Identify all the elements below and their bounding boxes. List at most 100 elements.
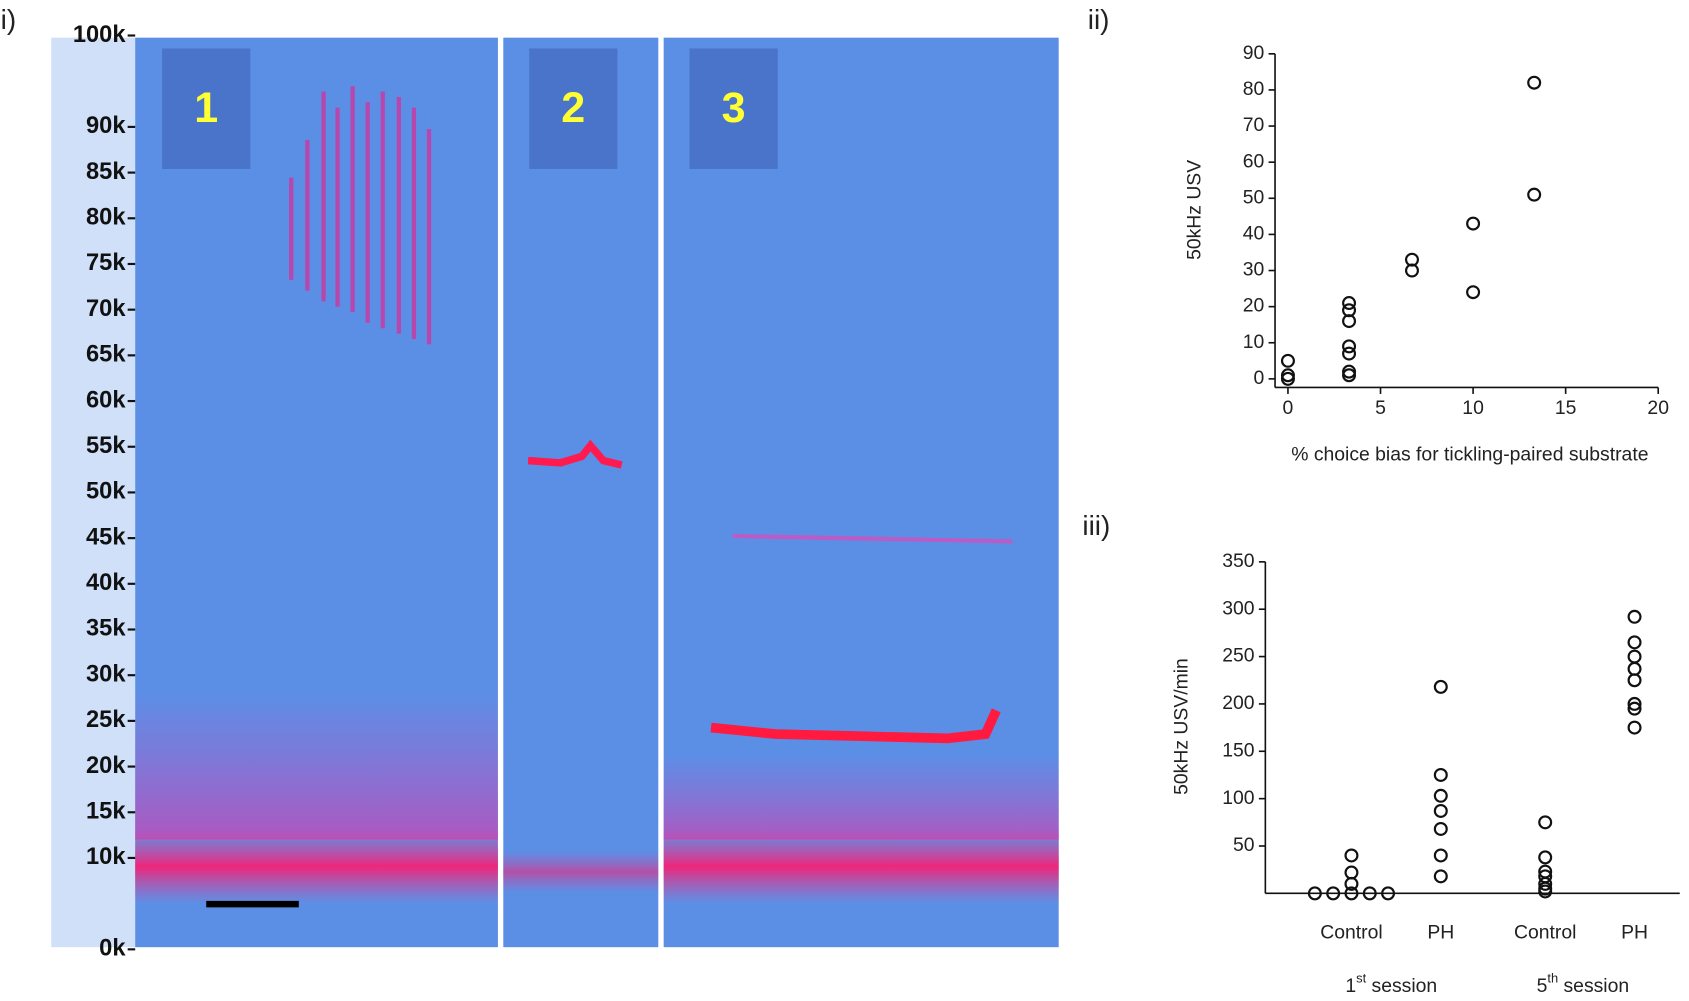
point — [1627, 609, 1642, 624]
y-tick-label: 20k — [86, 753, 126, 779]
y-tick-label: 80k — [86, 205, 126, 231]
y-tick-label: 15k — [86, 799, 126, 825]
panel-number: 1 — [194, 84, 218, 132]
y-tick-label: 45k — [86, 524, 126, 550]
point — [1326, 886, 1341, 901]
point — [1381, 886, 1396, 901]
point — [1280, 371, 1295, 386]
y-tick-label: 0k — [99, 936, 126, 962]
x-tick-label: Control — [1320, 921, 1382, 943]
y-tick-label: 75k — [86, 250, 126, 276]
group-word: session — [1372, 975, 1438, 997]
point — [1342, 296, 1357, 311]
panel-label: i) — [1, 4, 17, 35]
y-tick-label: 60 — [1243, 150, 1265, 172]
y-tick-label: 100k — [73, 22, 126, 48]
point — [1466, 216, 1481, 231]
point — [1362, 886, 1377, 901]
point — [1344, 886, 1359, 901]
x-axis-title: % choice bias for tickling-paired substr… — [1291, 443, 1648, 465]
y-tick-label: 10k — [86, 844, 126, 870]
x-tick-label: PH — [1621, 921, 1648, 943]
group-suffix: th — [1547, 971, 1558, 986]
point — [1538, 884, 1553, 899]
point — [1342, 339, 1357, 354]
point — [1538, 815, 1553, 830]
panel-label: ii) — [1088, 4, 1110, 35]
point — [1433, 848, 1448, 863]
point — [1433, 869, 1448, 884]
y-tick-label: 70 — [1243, 114, 1265, 136]
y-tick-label: 35k — [86, 616, 126, 642]
panel-number: 3 — [722, 84, 746, 132]
point — [1344, 848, 1359, 863]
point — [1627, 673, 1642, 688]
point — [1527, 75, 1542, 90]
point — [1280, 353, 1295, 368]
point — [1307, 886, 1322, 901]
y-tick-label: 20 — [1243, 295, 1265, 317]
point — [1433, 821, 1448, 836]
point — [1627, 696, 1642, 711]
y-tick-label: 150 — [1222, 739, 1255, 761]
point — [1466, 285, 1481, 300]
y-tick-label: 10 — [1243, 331, 1265, 353]
x-tick-label: 5 — [1375, 397, 1386, 419]
group-number: 5 — [1537, 975, 1548, 997]
x-tick-label: 15 — [1555, 397, 1577, 419]
point — [1538, 876, 1553, 891]
y-tick-label: 55k — [86, 433, 126, 459]
x-tick-label: Control — [1514, 921, 1576, 943]
y-tick-label: 90 — [1243, 42, 1265, 64]
group-suffix: st — [1356, 971, 1366, 986]
y-tick-label: 90k — [86, 113, 126, 139]
y-tick-label: 200 — [1222, 692, 1255, 714]
x-tick-label: 0 — [1283, 397, 1294, 419]
y-tick-label: 25k — [86, 707, 126, 733]
y-tick-label: 100 — [1222, 787, 1255, 809]
y-tick-label: 40k — [86, 570, 126, 596]
y-tick-label: 60k — [86, 387, 126, 413]
point — [1342, 314, 1357, 329]
point — [1433, 803, 1448, 818]
y-tick-label: 350 — [1222, 550, 1255, 572]
y-tick-label: 65k — [86, 342, 126, 368]
spectrogram-image — [51, 37, 1059, 948]
y-tick-label: 85k — [86, 159, 126, 185]
group-label: 5th session — [1537, 971, 1630, 997]
group-word: session — [1564, 975, 1630, 997]
y-tick-label: 30k — [86, 661, 126, 687]
y-tick-label: 30 — [1243, 259, 1265, 281]
x-tick-label: 10 — [1462, 397, 1484, 419]
point — [1342, 368, 1357, 383]
point — [1627, 649, 1642, 664]
y-tick-label: 50 — [1233, 834, 1255, 856]
point — [1433, 788, 1448, 803]
point — [1527, 187, 1542, 202]
point — [1342, 346, 1357, 361]
point — [1404, 263, 1419, 278]
y-tick-label: 50 — [1243, 186, 1265, 208]
y-tick-label: 70k — [86, 296, 126, 322]
panel-label: iii) — [1082, 510, 1110, 541]
y-tick-label: 50k — [86, 479, 126, 505]
point — [1627, 635, 1642, 650]
y-tick-label: 250 — [1222, 645, 1255, 667]
x-tick-label: 20 — [1647, 397, 1669, 419]
point — [1344, 865, 1359, 880]
group-label: 1st session — [1345, 971, 1437, 997]
y-axis-title: 50kHz USV/min — [1171, 658, 1193, 795]
y-tick-label: 300 — [1222, 597, 1255, 619]
point — [1627, 661, 1642, 676]
point — [1433, 679, 1448, 694]
point — [1433, 767, 1448, 782]
panel-number: 2 — [561, 84, 585, 132]
x-tick-label: PH — [1427, 921, 1454, 943]
y-tick-label: 80 — [1243, 78, 1265, 100]
point — [1627, 720, 1642, 735]
y-tick-label: 0 — [1253, 367, 1264, 389]
point — [1627, 701, 1642, 716]
y-tick-label: 40 — [1243, 223, 1265, 245]
y-axis-title: 50kHz USV — [1183, 160, 1205, 260]
